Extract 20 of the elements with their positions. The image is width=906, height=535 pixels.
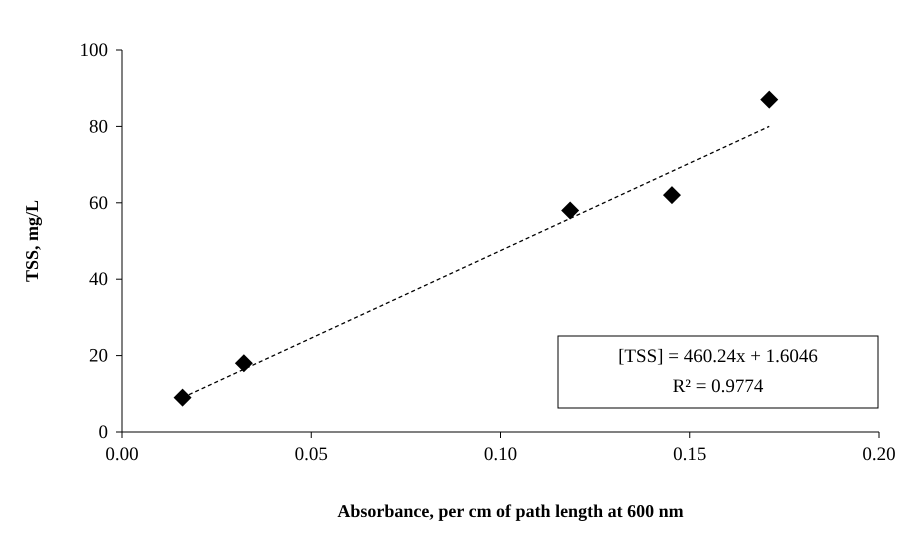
x-axis-title: Absorbance, per cm of path length at 600 nm bbox=[337, 501, 684, 521]
point bbox=[561, 201, 580, 220]
x-tick-label: 0.10 bbox=[484, 444, 518, 465]
point bbox=[662, 186, 681, 204]
y-tick-label: 100 bbox=[80, 40, 108, 61]
annotation: R² = 0.9774 bbox=[672, 376, 764, 397]
annotation: [TSS] = 460.24x + 1.6046 bbox=[618, 346, 818, 367]
x-tick-label: 0.15 bbox=[673, 444, 706, 465]
x-tick-label: 0.05 bbox=[294, 444, 328, 465]
y-tick-label: 40 bbox=[89, 269, 108, 290]
y-tick-label: 0 bbox=[98, 422, 108, 443]
y-axis-title: TSS, mg/L bbox=[22, 200, 42, 282]
y-tick-label: 60 bbox=[89, 192, 108, 214]
x-tick-label: 0.20 bbox=[862, 444, 896, 465]
y-tick-label: 20 bbox=[89, 346, 108, 367]
point bbox=[174, 388, 192, 407]
y-tick-label: 80 bbox=[89, 116, 108, 138]
x-tick-label: 0.00 bbox=[105, 444, 139, 465]
point bbox=[760, 90, 778, 109]
point bbox=[234, 354, 253, 372]
